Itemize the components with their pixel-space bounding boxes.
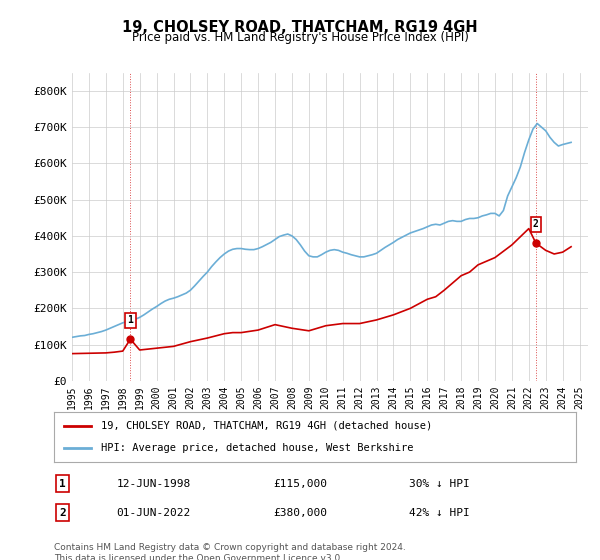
Text: £115,000: £115,000	[273, 479, 327, 489]
Text: HPI: Average price, detached house, West Berkshire: HPI: Average price, detached house, West…	[101, 443, 413, 453]
Text: £380,000: £380,000	[273, 508, 327, 517]
Text: Contains HM Land Registry data © Crown copyright and database right 2024.
This d: Contains HM Land Registry data © Crown c…	[54, 543, 406, 560]
Text: 42% ↓ HPI: 42% ↓ HPI	[409, 508, 470, 517]
Text: 01-JUN-2022: 01-JUN-2022	[116, 508, 191, 517]
Text: 2: 2	[59, 508, 66, 517]
Text: 12-JUN-1998: 12-JUN-1998	[116, 479, 191, 489]
Text: 1: 1	[127, 315, 133, 325]
Text: 30% ↓ HPI: 30% ↓ HPI	[409, 479, 470, 489]
Text: 19, CHOLSEY ROAD, THATCHAM, RG19 4GH: 19, CHOLSEY ROAD, THATCHAM, RG19 4GH	[122, 20, 478, 35]
Text: Price paid vs. HM Land Registry's House Price Index (HPI): Price paid vs. HM Land Registry's House …	[131, 31, 469, 44]
Text: 2: 2	[533, 220, 539, 230]
Text: 1: 1	[59, 479, 66, 489]
Text: 19, CHOLSEY ROAD, THATCHAM, RG19 4GH (detached house): 19, CHOLSEY ROAD, THATCHAM, RG19 4GH (de…	[101, 421, 432, 431]
